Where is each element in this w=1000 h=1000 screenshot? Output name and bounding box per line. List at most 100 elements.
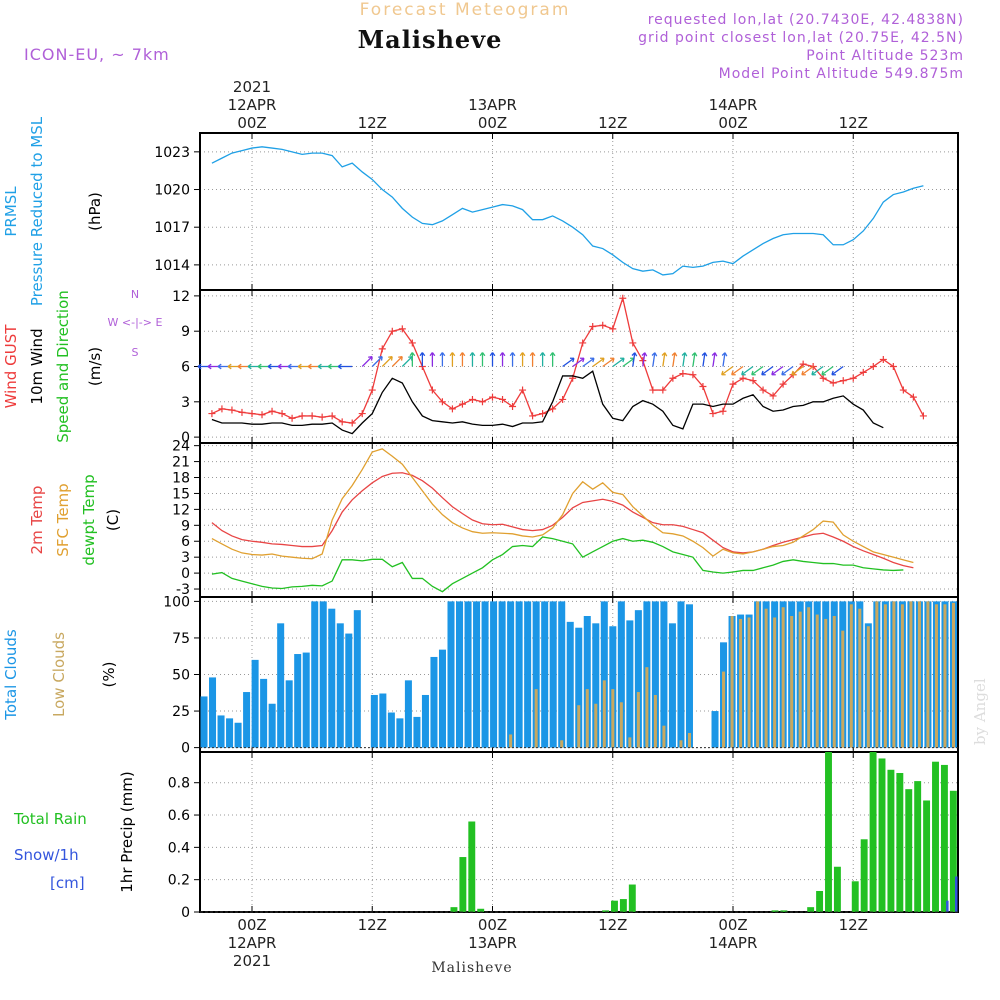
- wind-arrowhead: [529, 352, 536, 357]
- snow-bar: [955, 876, 958, 912]
- total-cloud-bar: [592, 623, 600, 748]
- total-cloud-bar: [421, 694, 429, 748]
- wind-arrow: [642, 352, 646, 367]
- low-cloud-bar: [849, 604, 853, 748]
- wind-arrow: [781, 365, 794, 376]
- total-cloud-bar: [319, 601, 327, 748]
- y-tick-label: 1014: [154, 258, 190, 274]
- gust-line-marker: [659, 386, 667, 394]
- wind-arrowhead: [409, 352, 416, 357]
- panel-label: PRMSL: [2, 186, 20, 237]
- wind-arrow: [562, 357, 575, 368]
- wind-arrowhead: [297, 363, 302, 370]
- wind-arrowhead: [600, 357, 605, 363]
- wind-arrowhead: [791, 370, 796, 376]
- low-cloud-bar: [951, 602, 955, 748]
- top-time-label: 14APR: [709, 96, 758, 114]
- total-cloud-bar: [515, 601, 523, 748]
- wind-arrowhead: [549, 352, 556, 357]
- gust-line-marker: [689, 371, 697, 379]
- low-cloud-bar: [866, 626, 870, 748]
- rain-bar: [914, 781, 922, 912]
- rain-bar: [619, 899, 627, 912]
- wind-arrow: [771, 365, 784, 376]
- y-tick-label: 9: [181, 518, 190, 534]
- bottom-time-label: 13APR: [468, 934, 517, 952]
- y-tick-label: 25: [172, 704, 190, 720]
- gust-line-marker: [869, 363, 877, 370]
- low-cloud-bar: [662, 725, 666, 748]
- low-cloud-bar: [790, 616, 794, 748]
- station-title: Malisheve: [358, 25, 503, 54]
- total-cloud-bar: [413, 716, 421, 748]
- y-tick-label: 0.4: [168, 840, 190, 856]
- y-tick-label: 75: [172, 631, 190, 647]
- wind-arrowhead: [419, 352, 426, 357]
- wind-arrow: [361, 356, 373, 367]
- model-altitude: Model Point Altitude 549.875m: [719, 66, 964, 82]
- wind-arrowhead: [569, 357, 575, 363]
- gust-line-marker: [769, 392, 777, 400]
- compass-n: N: [131, 288, 139, 301]
- low-cloud-bar: [875, 601, 879, 748]
- wind-arrowhead: [781, 370, 786, 376]
- total-cloud-bar: [353, 610, 361, 748]
- gust-line-marker: [669, 374, 677, 382]
- gust-line-marker: [589, 322, 597, 330]
- panel-label: 2m Temp: [28, 486, 46, 555]
- total-cloud-bar: [336, 623, 344, 748]
- requested-lonlat: requested lon,lat (20.7430E, 42.4838N): [648, 12, 964, 28]
- gust-line-marker: [719, 407, 727, 415]
- low-cloud-bar: [628, 737, 632, 748]
- wind-arrowhead: [519, 352, 526, 357]
- wind-arrowhead: [761, 370, 766, 376]
- wind-arrowhead: [449, 352, 456, 357]
- total-cloud-bar: [302, 652, 310, 748]
- wind-arrow: [811, 365, 824, 376]
- low-cloud-bar: [832, 616, 836, 748]
- wind-arrow: [751, 365, 764, 376]
- total-cloud-bar: [328, 608, 336, 748]
- total-cloud-bar: [609, 626, 617, 748]
- wind-arrow: [612, 357, 625, 368]
- wind-arrowhead: [641, 352, 648, 357]
- wind-arrowhead: [691, 352, 698, 357]
- bottom-time-label: 00Z: [718, 916, 747, 934]
- rain-bar: [896, 773, 904, 912]
- wind-arrowhead: [378, 355, 383, 361]
- wind-arrowhead: [499, 352, 506, 357]
- low-cloud-bar: [653, 694, 657, 748]
- gust-line-marker: [699, 383, 707, 391]
- gust-line-marker: [619, 294, 627, 302]
- top-time-label: 13APR: [468, 96, 517, 114]
- low-cloud-bar: [798, 611, 802, 748]
- wind-arrowhead: [479, 352, 486, 357]
- gust-line-marker: [478, 398, 486, 406]
- rain-bar: [628, 884, 636, 912]
- low-cloud-bar: [892, 601, 896, 748]
- gust-line-marker: [368, 386, 376, 394]
- panel-label: SFC Temp: [54, 483, 72, 556]
- low-cloud-bar: [585, 689, 589, 748]
- wind-arrowhead: [368, 355, 373, 361]
- plot-area: 1014 1017 1020 1023 PRMSL Pressure Reduced to…: [2, 78, 959, 970]
- precip-axis-label: 1hr Precip (mm): [118, 771, 136, 892]
- wind-arrowhead: [821, 370, 826, 376]
- low-cloud-bar: [602, 680, 606, 748]
- wind-arrow: [692, 352, 696, 367]
- gust-line-marker: [599, 321, 607, 329]
- wind-arrowhead: [388, 355, 393, 361]
- total-cloud-bar: [558, 601, 566, 748]
- total-cloud-bar: [583, 616, 591, 748]
- total-cloud-bar: [438, 649, 446, 748]
- top-time-label: 00Z: [718, 114, 747, 132]
- rain-bar: [923, 800, 931, 912]
- total-cloud-bar: [226, 718, 234, 748]
- gust-line-marker: [799, 360, 807, 368]
- total-cloud-bar: [507, 601, 515, 748]
- wind-arrow: [582, 357, 595, 368]
- y-tick-label: 6: [181, 534, 190, 550]
- gust-line-marker: [338, 418, 346, 426]
- gust-line-marker: [679, 370, 687, 378]
- top-time-label: 00Z: [237, 114, 266, 132]
